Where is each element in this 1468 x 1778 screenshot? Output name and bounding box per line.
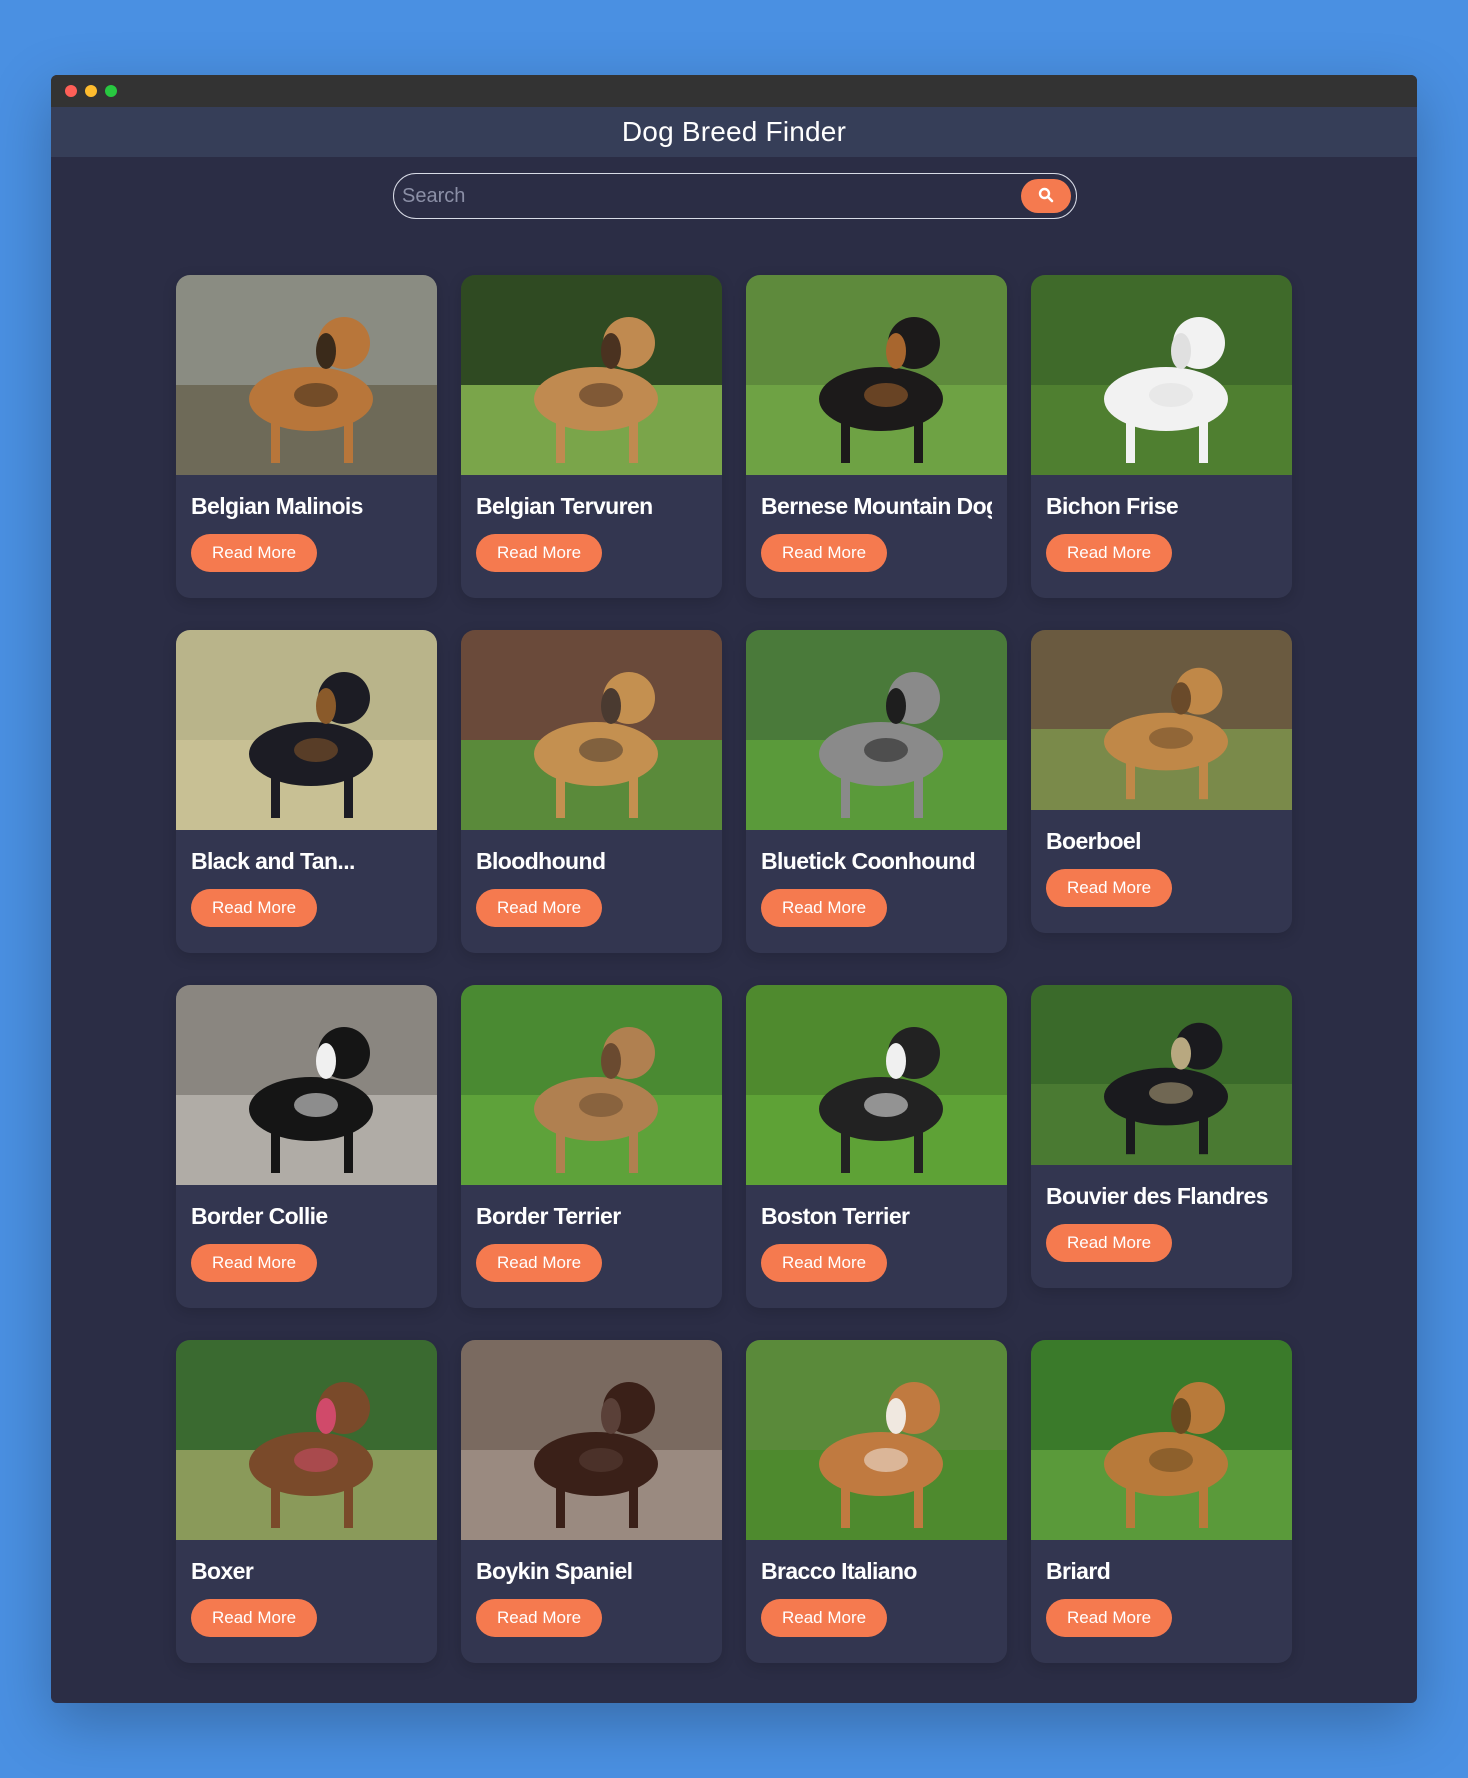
breed-name: Bouvier des Flandres bbox=[1046, 1183, 1269, 1209]
breed-card-body: Boykin Spaniel Read More bbox=[461, 1540, 722, 1663]
breed-name: Black and Tan... bbox=[191, 848, 355, 874]
breed-card-body: Bluetick Coonhound Read More bbox=[746, 830, 1007, 953]
breed-card-body: Border Terrier Read More bbox=[461, 1185, 722, 1308]
breed-photo bbox=[1031, 630, 1292, 810]
breed-card-body: Bracco Italiano Read More bbox=[746, 1540, 1007, 1663]
breed-card: Bernese Mountain Dog Read More bbox=[746, 275, 1007, 598]
read-more-button[interactable]: Read More bbox=[476, 1599, 603, 1637]
breed-card-body: Bernese Mountain Dog Read More bbox=[746, 475, 1007, 598]
breed-photo bbox=[746, 630, 1007, 830]
breed-card-body: Briard Read More bbox=[1031, 1540, 1292, 1663]
read-more-button[interactable]: Read More bbox=[1046, 1599, 1173, 1637]
breed-card: Boykin Spaniel Read More bbox=[461, 1340, 722, 1663]
read-more-button[interactable]: Read More bbox=[191, 889, 318, 927]
breed-name: Border Collie bbox=[191, 1203, 328, 1229]
breed-name: Boerboel bbox=[1046, 828, 1141, 854]
read-more-button[interactable]: Read More bbox=[1046, 869, 1173, 907]
breed-photo bbox=[176, 1340, 437, 1540]
breed-card: Bluetick Coonhound Read More bbox=[746, 630, 1007, 953]
breed-card-body: Bloodhound Read More bbox=[461, 830, 722, 953]
search-bar bbox=[393, 173, 1077, 219]
breed-photo bbox=[461, 985, 722, 1185]
breed-card: Boerboel Read More bbox=[1031, 630, 1292, 933]
breed-photo bbox=[461, 630, 722, 830]
breed-photo bbox=[176, 275, 437, 475]
breed-name: Border Terrier bbox=[476, 1203, 621, 1229]
read-more-button[interactable]: Read More bbox=[1046, 534, 1173, 572]
breed-card: Belgian Malinois Read More bbox=[176, 275, 437, 598]
breed-card: Black and Tan... Read More bbox=[176, 630, 437, 953]
breed-photo bbox=[746, 985, 1007, 1185]
read-more-button[interactable]: Read More bbox=[761, 889, 888, 927]
breed-name: Boxer bbox=[191, 1558, 254, 1584]
breed-photo bbox=[1031, 275, 1292, 475]
breed-photo bbox=[1031, 985, 1292, 1165]
breed-name: Briard bbox=[1046, 1558, 1111, 1584]
read-more-button[interactable]: Read More bbox=[1046, 1224, 1173, 1262]
read-more-button[interactable]: Read More bbox=[761, 534, 888, 572]
breed-card: Border Terrier Read More bbox=[461, 985, 722, 1308]
app-header: Dog Breed Finder bbox=[51, 107, 1417, 157]
breed-photo bbox=[176, 630, 437, 830]
breed-card-body: Bichon Frise Read More bbox=[1031, 475, 1292, 598]
breed-card: Bichon Frise Read More bbox=[1031, 275, 1292, 598]
breed-card: Belgian Tervuren Read More bbox=[461, 275, 722, 598]
breed-photo bbox=[176, 985, 437, 1185]
breed-name: Belgian Malinois bbox=[191, 493, 363, 519]
breed-photo bbox=[746, 275, 1007, 475]
read-more-button[interactable]: Read More bbox=[191, 534, 318, 572]
read-more-button[interactable]: Read More bbox=[191, 1599, 318, 1637]
breed-card-body: Bouvier des Flandres Read More bbox=[1031, 1165, 1292, 1288]
breed-name: Bloodhound bbox=[476, 848, 606, 874]
breed-card: Bouvier des Flandres Read More bbox=[1031, 985, 1292, 1288]
breed-card-body: Boxer Read More bbox=[176, 1540, 437, 1663]
breed-card-body: Border Collie Read More bbox=[176, 1185, 437, 1308]
minimize-window-button[interactable] bbox=[85, 85, 97, 97]
breed-name: Boykin Spaniel bbox=[476, 1558, 633, 1584]
breed-grid: Belgian Malinois Read More Belgian Tervure… bbox=[176, 275, 1292, 1695]
read-more-button[interactable]: Read More bbox=[476, 889, 603, 927]
breed-card: Bracco Italiano Read More bbox=[746, 1340, 1007, 1663]
breed-name: Boston Terrier bbox=[761, 1203, 910, 1229]
breed-photo bbox=[746, 1340, 1007, 1540]
breed-name: Belgian Tervuren bbox=[476, 493, 653, 519]
breed-card-body: Boerboel Read More bbox=[1031, 810, 1292, 933]
breed-card: Bloodhound Read More bbox=[461, 630, 722, 953]
breed-name: Bracco Italiano bbox=[761, 1558, 917, 1584]
read-more-button[interactable]: Read More bbox=[191, 1244, 318, 1282]
read-more-button[interactable]: Read More bbox=[476, 534, 603, 572]
breed-card: Briard Read More bbox=[1031, 1340, 1292, 1663]
close-window-button[interactable] bbox=[65, 85, 77, 97]
search-input[interactable] bbox=[394, 174, 1021, 218]
breed-card-body: Black and Tan... Read More bbox=[176, 830, 437, 953]
breed-photo bbox=[1031, 1340, 1292, 1540]
breed-name: Bluetick Coonhound bbox=[761, 848, 976, 874]
maximize-window-button[interactable] bbox=[105, 85, 117, 97]
read-more-button[interactable]: Read More bbox=[761, 1244, 888, 1282]
breed-photo bbox=[461, 1340, 722, 1540]
breed-card-body: Boston Terrier Read More bbox=[746, 1185, 1007, 1308]
search-button[interactable] bbox=[1021, 179, 1071, 213]
breed-name: Bernese Mountain Dog bbox=[761, 493, 992, 519]
read-more-button[interactable]: Read More bbox=[476, 1244, 603, 1282]
breed-card: Boxer Read More bbox=[176, 1340, 437, 1663]
breed-card: Boston Terrier Read More bbox=[746, 985, 1007, 1308]
breed-photo bbox=[461, 275, 722, 475]
read-more-button[interactable]: Read More bbox=[761, 1599, 888, 1637]
breed-card-body: Belgian Tervuren Read More bbox=[461, 475, 722, 598]
page-title: Dog Breed Finder bbox=[621, 116, 847, 147]
breed-card-body: Belgian Malinois Read More bbox=[176, 475, 437, 598]
breed-card: Border Collie Read More bbox=[176, 985, 437, 1308]
search-icon bbox=[1038, 187, 1054, 206]
window-titlebar bbox=[51, 75, 1417, 107]
app-window: Dog Breed Finder Belgian Malinois Read Mo… bbox=[51, 75, 1417, 1703]
breed-name: Bichon Frise bbox=[1046, 493, 1179, 519]
